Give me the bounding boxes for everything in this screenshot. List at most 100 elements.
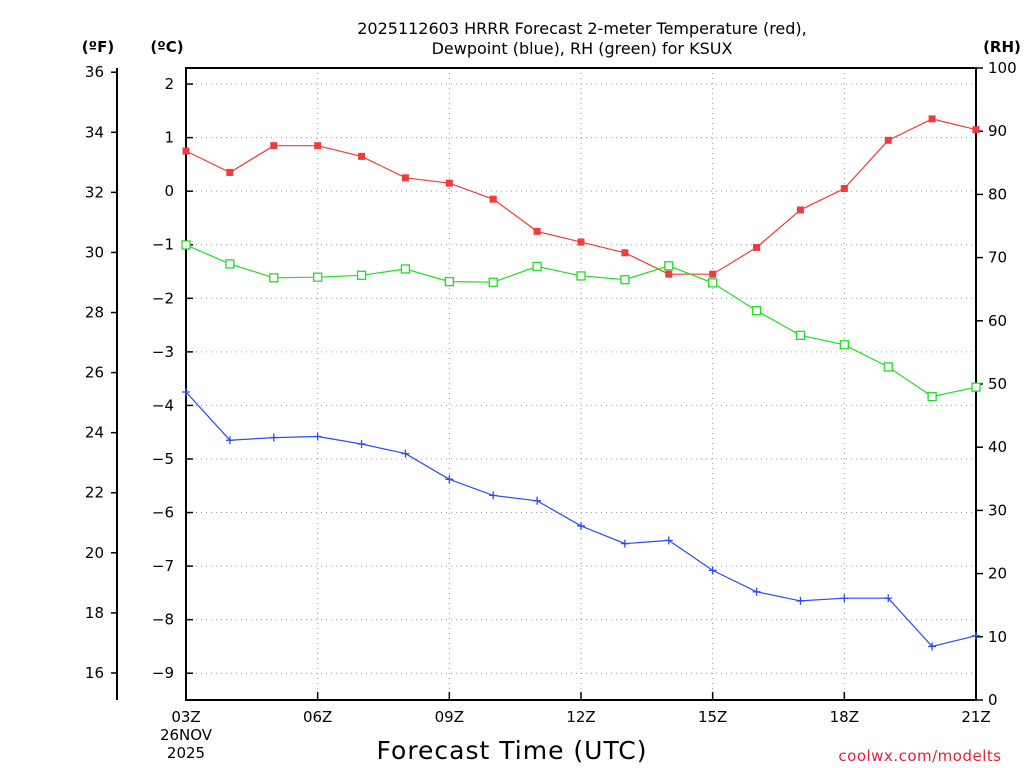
rh-point — [971, 382, 981, 392]
dewpoint-point — [577, 521, 585, 530]
rh-point — [225, 259, 235, 269]
rh-tick-label: 100 — [988, 59, 1017, 77]
rh-point — [883, 362, 893, 372]
temperature-point — [884, 136, 892, 144]
celsius-tick-label: −2 — [152, 289, 174, 307]
dewpoint-point — [489, 491, 498, 500]
celsius-tick-label: −8 — [152, 611, 174, 629]
temperature-point — [445, 179, 453, 187]
rh-tick-label: 0 — [988, 691, 998, 709]
rh-point — [927, 391, 937, 402]
dewpoint-point — [225, 436, 234, 445]
dewpoint-point — [182, 388, 190, 397]
temperature-point — [928, 115, 936, 123]
fahrenheit-tick-label: 36 — [85, 63, 104, 81]
rh-point — [356, 270, 367, 280]
fahrenheit-tick-label: 20 — [85, 544, 104, 562]
time-axis: 03Z 06Z 09Z 12Z 15Z 18Z 21Z — [171, 692, 991, 726]
rh-point — [795, 330, 806, 340]
celsius-tick-label: 1 — [164, 129, 174, 147]
dewpoint-point — [664, 536, 673, 545]
fahrenheit-tick-label: 22 — [85, 484, 104, 502]
rh-point — [444, 276, 454, 287]
temperature-point — [665, 270, 673, 278]
temperature-point — [753, 243, 761, 251]
temperature-line — [185, 118, 977, 275]
temperature-point — [533, 227, 541, 235]
temperature-point — [270, 142, 278, 150]
rh-tick-label: 60 — [988, 312, 1007, 330]
rh-point — [313, 272, 323, 282]
rh-unit-label: (RH) — [983, 38, 1021, 56]
temperature-point — [621, 249, 629, 257]
temperature-point — [972, 126, 980, 134]
rh-tick-label: 90 — [988, 122, 1007, 140]
rh-tick-label: 80 — [988, 185, 1007, 203]
rh-point — [839, 340, 849, 350]
fahrenheit-tick-label: 32 — [85, 183, 104, 201]
rh-tick-label: 10 — [988, 628, 1007, 646]
celsius-tick-label: −7 — [152, 557, 174, 575]
fahrenheit-tick-label: 34 — [85, 123, 104, 141]
temperature-point — [709, 270, 717, 278]
grid-lines — [186, 68, 976, 700]
dewpoint-point — [313, 432, 322, 441]
fahrenheit-unit-label: (ºF) — [82, 38, 114, 56]
temperature-point — [226, 168, 234, 176]
dewpoint-point — [884, 594, 893, 603]
celsius-tick-label: 2 — [164, 75, 174, 93]
celsius-unit-label: (ºC) — [150, 38, 183, 56]
dewpoint-series — [182, 388, 980, 651]
temperature-point — [314, 142, 322, 150]
dewpoint-point — [708, 566, 717, 575]
rh-point — [488, 277, 498, 287]
fahrenheit-tick-label: 30 — [85, 243, 104, 261]
rh-point — [664, 261, 674, 271]
fahrenheit-tick-label: 18 — [85, 604, 104, 622]
rh-tick-label: 50 — [988, 375, 1007, 393]
time-tick-label: 03Z — [171, 708, 200, 726]
time-tick-label: 21Z — [961, 708, 990, 726]
dewpoint-point — [620, 539, 629, 548]
credit-link[interactable]: coolwx.com/modelts — [838, 747, 1001, 765]
fahrenheit-tick-label: 26 — [85, 364, 104, 382]
temperature-point — [358, 152, 366, 160]
celsius-tick-label: 0 — [164, 182, 174, 200]
dewpoint-point — [269, 433, 278, 442]
rh-tick-label: 20 — [988, 565, 1007, 583]
rh-point — [576, 271, 586, 281]
rh-point — [269, 273, 279, 283]
time-tick-label: 12Z — [566, 708, 595, 726]
temperature-point — [182, 147, 190, 155]
temperature-point — [577, 238, 585, 246]
dewpoint-point — [445, 475, 454, 484]
dewpoint-point — [357, 439, 366, 448]
fahrenheit-tick-label: 16 — [85, 664, 104, 682]
date-label-day: 26NOV — [160, 726, 213, 744]
rh-point — [620, 275, 630, 285]
dewpoint-point — [533, 496, 542, 505]
fahrenheit-tick-label: 28 — [85, 304, 104, 322]
dewpoint-point — [796, 596, 805, 605]
dewpoint-point — [401, 449, 410, 458]
rh-point — [181, 240, 191, 250]
rh-tick-label: 30 — [988, 501, 1007, 519]
time-tick-label: 09Z — [435, 708, 464, 726]
temperature-point — [796, 206, 804, 214]
rh-tick-label: 40 — [988, 438, 1007, 456]
temperature-point — [840, 185, 848, 193]
celsius-tick-label: −5 — [152, 450, 174, 468]
temperature-point — [401, 174, 409, 182]
time-tick-label: 18Z — [830, 708, 859, 726]
date-label-year: 2025 — [167, 744, 205, 762]
time-tick-label: 06Z — [303, 708, 332, 726]
celsius-tick-label: −3 — [152, 343, 174, 361]
time-tick-label: 15Z — [698, 708, 727, 726]
series-layer — [181, 115, 981, 651]
rh-series — [181, 240, 981, 402]
temperature-point — [489, 195, 497, 203]
temperature-series — [182, 115, 980, 278]
fahrenheit-axis: 36 34 32 30 28 26 24 22 20 18 16 — [85, 63, 117, 682]
